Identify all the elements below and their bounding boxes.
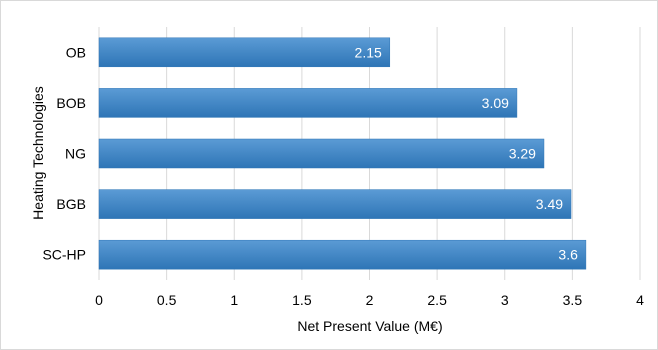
x-tick-label: 3.5 [563, 292, 583, 308]
category-labels: OB BOB NG BGB SC-HP [42, 44, 86, 262]
value-label: 3.6 [558, 247, 578, 263]
category-label: NG [65, 146, 86, 162]
bar-bob [98, 88, 518, 118]
value-label: 2.15 [355, 44, 382, 60]
bar-sc-hp [98, 239, 587, 270]
x-axis-title: Net Present Value (M€) [297, 318, 442, 334]
category-label: BOB [56, 95, 86, 111]
value-label: 3.49 [536, 196, 563, 212]
bar-ob [98, 37, 391, 68]
value-label: 3.09 [482, 95, 509, 111]
category-label: SC-HP [42, 247, 86, 263]
x-tick-label: 2.5 [427, 292, 447, 308]
x-tick-label: 0.5 [157, 292, 177, 308]
x-tick-label: 0 [95, 292, 103, 308]
x-tick-label: 1 [230, 292, 238, 308]
x-tick-label: 4 [636, 292, 644, 308]
bar-bgb [98, 189, 572, 219]
x-tick-labels: 0 0.5 1 1.5 2 2.5 3 3.5 4 [95, 292, 644, 308]
x-tick-label: 3 [501, 292, 509, 308]
bar-ng [98, 138, 545, 169]
value-label: 3.29 [509, 146, 536, 162]
bars [98, 37, 587, 270]
x-tick-label: 1.5 [292, 292, 312, 308]
x-tick-label: 2 [366, 292, 374, 308]
value-labels: 2.15 3.09 3.29 3.49 3.6 [355, 44, 579, 262]
category-label: BGB [56, 196, 86, 212]
category-label: OB [66, 44, 86, 60]
y-axis-title: Heating Technologies [30, 86, 46, 220]
